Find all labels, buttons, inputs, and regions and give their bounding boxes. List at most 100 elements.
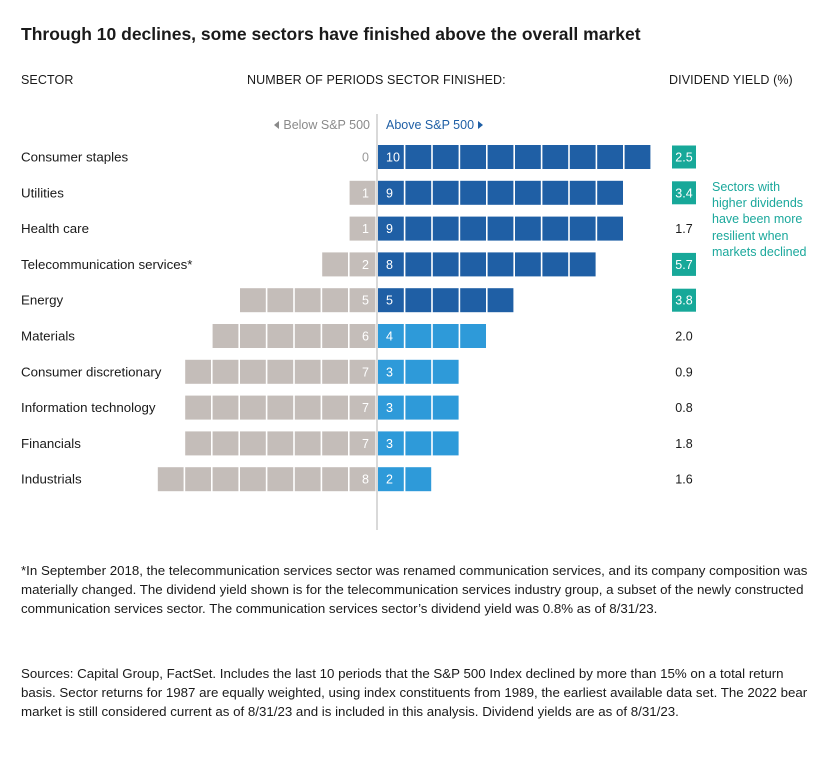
above-value-label: 3 [386,437,393,451]
above-bar-segment [569,145,596,169]
sector-label: Health care [21,221,89,236]
above-bar-segment [405,252,432,277]
periods-column-header: NUMBER OF PERIODS SECTOR FINISHED: [247,73,506,87]
above-bar-segment [515,216,541,241]
above-bar-segment [405,145,432,169]
dividend-yield-value: 1.6 [675,473,692,487]
below-bar-segment [322,359,348,384]
above-bar-segment [432,252,459,277]
below-bar-segment [157,467,184,492]
dividend-yield-value: 5.7 [675,258,692,272]
below-value-label: 0 [362,151,369,165]
above-bar-segment [515,145,541,169]
above-bar-segment [487,288,514,313]
below-value-label: 1 [362,222,369,236]
below-sp500-text: Below S&P 500 [283,118,370,132]
above-bar-segment [597,180,623,205]
below-value-label: 2 [362,258,369,272]
above-bar-segment [569,252,596,277]
sector-label: Energy [21,293,63,308]
below-bar-segment [185,359,211,384]
above-bar-segment [460,252,486,277]
above-bar-segment [432,359,459,384]
below-bar-segment [240,395,266,420]
dividend-yield-value: 0.9 [675,365,692,379]
above-bar-segment [597,216,623,241]
above-value-label: 4 [386,330,393,344]
above-value-label: 8 [386,258,393,272]
sector-label: Information technology [21,400,156,415]
above-bar-segment [378,467,404,492]
dividend-yield-highlight [672,288,696,312]
above-bar-segment [405,359,432,384]
above-bar-segment [405,216,432,241]
below-value-label: 7 [362,437,369,451]
above-bar-segment [432,216,459,241]
below-bar-segment [294,395,321,420]
below-bar-segment [212,467,239,492]
below-bar-segment [349,216,376,241]
above-bar-segment [542,180,569,205]
dividend-yield-value: 2.0 [675,330,692,344]
below-bar-segment [240,324,266,348]
below-value-label: 1 [362,186,369,200]
above-bar-segment [432,180,459,205]
dividend-yield-value: 3.4 [675,186,692,200]
above-bar-segment [378,216,404,241]
below-value-label: 8 [362,473,369,487]
below-bar-segment [240,359,266,384]
above-bar-segment [542,216,569,241]
above-bar-segment [542,252,569,277]
above-bar-segment [378,288,404,313]
dividend-yield-value: 3.8 [675,294,692,308]
below-bar-segment [267,288,294,313]
below-bar-segment [294,288,321,313]
dividend-yield-highlight [672,252,696,276]
dividend-yield-column-header: DIVIDEND YIELD (%) [669,73,793,87]
below-bar-segment [349,395,376,420]
above-value-label: 2 [386,473,393,487]
below-bar-segment [267,431,294,456]
above-bar-segment [405,431,432,456]
above-bar-segment [405,324,432,348]
above-bar-segment [460,145,486,169]
above-bar-segment [432,395,459,420]
above-value-label: 10 [386,151,400,165]
above-bar-segment [487,180,514,205]
below-bar-segment [294,431,321,456]
below-bar-segment [185,395,211,420]
below-bar-segment [322,395,348,420]
above-bar-segment [460,216,486,241]
below-bar-segment [294,359,321,384]
below-bar-segment [240,467,266,492]
below-bar-segment [240,431,266,456]
right-arrow-icon [478,121,484,129]
below-bar-segment [349,431,376,456]
sector-label: Financials [21,436,81,451]
above-bar-segment [487,252,514,277]
above-bar-segment [597,145,623,169]
above-bar-segment [378,252,404,277]
above-bar-segment [405,395,432,420]
above-bar-segment [515,180,541,205]
dividend-yield-highlight [672,145,696,169]
above-bar-segment [378,359,404,384]
above-bar-segment [487,145,514,169]
sector-column-header: SECTOR [21,73,74,87]
above-bar-segment [515,252,541,277]
above-bar-segment [569,180,596,205]
above-value-label: 9 [386,186,393,200]
above-bar-segment [624,145,651,169]
below-bar-segment [294,467,321,492]
above-bar-segment [432,324,459,348]
dividend-resilience-note: Sectors with higher dividends have been … [712,180,807,259]
above-bar-segment [569,216,596,241]
above-bar-segment [378,180,404,205]
below-bar-segment [322,324,348,348]
sector-label: Utilities [21,185,64,200]
dividend-yield-value: 2.5 [675,151,692,165]
below-bar-segment [294,324,321,348]
below-bar-segment [322,467,348,492]
above-bar-segment [542,145,569,169]
dividend-yield-value: 1.8 [675,437,692,451]
